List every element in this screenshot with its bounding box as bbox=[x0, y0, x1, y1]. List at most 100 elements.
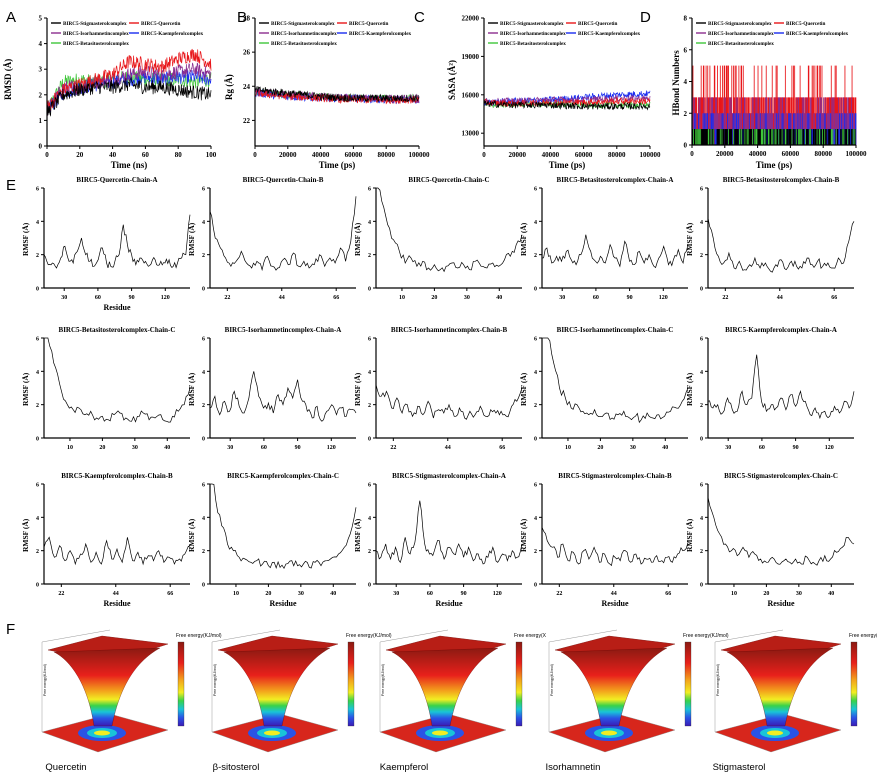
hbond-bar-BIRC5-Isorhamnetincomplex bbox=[778, 97, 780, 145]
y-tick-label: 26 bbox=[243, 49, 251, 57]
colorbar bbox=[347, 641, 355, 727]
hbond-bar-BIRC5-Betasitosterolcomplex bbox=[768, 129, 770, 145]
hbond-bar-BIRC5-Betasitosterolcomplex bbox=[746, 129, 748, 145]
hbond-bar-BIRC5-Kaempferolcomplex bbox=[841, 113, 843, 146]
hbond-bar-BIRC5-Stigmasterolcomplex bbox=[843, 129, 845, 145]
hbond-bar-BIRC5-Kaempferolcomplex bbox=[837, 129, 839, 145]
x-tick-label: 30 bbox=[393, 591, 399, 597]
hbond-bar-BIRC5-Stigmasterolcomplex bbox=[759, 129, 761, 145]
hbond-bar-BIRC5-Stigmasterolcomplex bbox=[766, 129, 768, 145]
hbond-bar-BIRC5-Stigmasterolcomplex bbox=[759, 129, 761, 145]
x-tick-label: 40 bbox=[496, 295, 502, 301]
subplot-title: BIRC5-Kaempferolcomplex-Chain-B bbox=[61, 472, 173, 480]
hbond-bar-BIRC5-Stigmasterolcomplex bbox=[724, 129, 726, 145]
hbond-bar-BIRC5-Stigmasterolcomplex bbox=[818, 129, 820, 145]
hbond-bar-BIRC5-Stigmasterolcomplex bbox=[696, 129, 698, 145]
hbond-bar-BIRC5-Kaempferolcomplex bbox=[742, 129, 744, 145]
hbond-bar-BIRC5-Quercetin bbox=[838, 97, 840, 145]
legend-label: BIRC5-Kaempferolcomplex bbox=[578, 31, 641, 37]
hbond-bar-BIRC5-Isorhamnetincomplex bbox=[724, 97, 726, 145]
y-tick-label: 4 bbox=[36, 516, 39, 522]
x-tick-label: 30 bbox=[132, 445, 138, 451]
x-tick-label: 40 bbox=[109, 151, 117, 159]
hbond-bar-BIRC5-Betasitosterolcomplex bbox=[778, 129, 780, 145]
hbond-bar-BIRC5-Stigmasterolcomplex bbox=[794, 129, 796, 145]
hbond-bar-BIRC5-Stigmasterolcomplex bbox=[758, 129, 759, 145]
y-tick-label: 28 bbox=[243, 15, 251, 23]
colorbar bbox=[850, 641, 858, 727]
y-tick-label: 2 bbox=[202, 253, 205, 259]
y-tick-label: 8 bbox=[684, 15, 688, 23]
hbond-bar-BIRC5-Kaempferolcomplex bbox=[846, 129, 848, 145]
subplot-title: BIRC5-Quercetin-Chain-B bbox=[243, 176, 324, 184]
hbond-bar-BIRC5-Quercetin bbox=[791, 65, 793, 145]
y-tick-label: 6 bbox=[368, 337, 371, 343]
hbond-bar-BIRC5-Stigmasterolcomplex bbox=[711, 129, 713, 145]
hbond-bar-BIRC5-Stigmasterolcomplex bbox=[730, 129, 732, 145]
series-line-BIRC5-Stigmasterolcomplex bbox=[254, 86, 420, 103]
hbond-bar-BIRC5-Isorhamnetincomplex bbox=[817, 97, 819, 145]
hbond-bar-BIRC5-Stigmasterolcomplex bbox=[712, 129, 714, 145]
y-tick-label: 4 bbox=[534, 370, 537, 376]
y-axis-title: RMSF (Å) bbox=[187, 222, 196, 256]
hbond-bar-BIRC5-Quercetin bbox=[783, 97, 785, 145]
hbond-bar-BIRC5-Quercetin bbox=[731, 65, 733, 145]
hbond-bar-BIRC5-Betasitosterolcomplex bbox=[747, 129, 749, 145]
hbond-bar-BIRC5-Stigmasterolcomplex bbox=[786, 129, 787, 145]
hbond-bar-BIRC5-Stigmasterolcomplex bbox=[705, 129, 707, 145]
hbond-bar-BIRC5-Stigmasterolcomplex bbox=[757, 129, 759, 145]
hbond-bar-BIRC5-Kaempferolcomplex bbox=[821, 129, 823, 145]
hbond-bar-BIRC5-Stigmasterolcomplex bbox=[717, 129, 719, 145]
hbond-bar-BIRC5-Stigmasterolcomplex bbox=[792, 129, 794, 145]
hbond-bar-BIRC5-Stigmasterolcomplex bbox=[748, 129, 750, 145]
fel-plot: Free energy(KJ/mol) Free energy(KJ/mol) St… bbox=[713, 629, 877, 773]
y-tick-label: 4 bbox=[534, 220, 537, 226]
hbond-bar-BIRC5-Stigmasterolcomplex bbox=[836, 129, 838, 145]
hbond-bar-BIRC5-Betasitosterolcomplex bbox=[818, 129, 820, 145]
x-tick-label: 30 bbox=[796, 591, 802, 597]
hbond-bar-BIRC5-Quercetin bbox=[710, 97, 711, 145]
hbond-bar-BIRC5-Stigmasterolcomplex bbox=[700, 129, 702, 145]
hbond-bar-BIRC5-Isorhamnetincomplex bbox=[833, 97, 835, 145]
z-axis-title: Free energy(KJ/mol) bbox=[43, 664, 47, 696]
hbond-bar-BIRC5-Stigmasterolcomplex bbox=[816, 129, 817, 145]
hbond-bar-BIRC5-Stigmasterolcomplex bbox=[854, 129, 856, 145]
rmsf-subplot: BIRC5-Isorhamnetincomplex-Chain-B 0 2 4 6 22 4… bbox=[353, 326, 523, 451]
hbond-bar-BIRC5-Quercetin bbox=[740, 65, 742, 145]
subplot-title: BIRC5-Isorhamnetincomplex-Chain-A bbox=[225, 326, 342, 334]
hbond-bar-BIRC5-Betasitosterolcomplex bbox=[761, 129, 763, 145]
rmsf-line bbox=[209, 196, 357, 272]
hbond-bar-BIRC5-Stigmasterolcomplex bbox=[698, 129, 700, 145]
colorbar-title: Free energy(X bbox=[514, 633, 547, 639]
legend-label: BIRC5-Isorhamnetincomplex bbox=[500, 31, 566, 37]
y-tick-label: 0 bbox=[39, 143, 43, 151]
hbond-bar-BIRC5-Stigmasterolcomplex bbox=[737, 129, 739, 145]
hbond-bar-BIRC5-Stigmasterolcomplex bbox=[853, 129, 855, 145]
z-axis-title: Free energy(KJ/mol) bbox=[550, 664, 554, 696]
hbond-bar-BIRC5-Quercetin bbox=[811, 97, 813, 145]
hbond-bar-BIRC5-Betasitosterolcomplex bbox=[707, 129, 709, 145]
hbond-bar-BIRC5-Quercetin bbox=[754, 97, 756, 145]
hbond-bar-BIRC5-Quercetin bbox=[773, 97, 775, 145]
fel-wall bbox=[548, 629, 618, 732]
hbond-bar-BIRC5-Kaempferolcomplex bbox=[727, 129, 729, 145]
x-tick-label: 30 bbox=[559, 295, 565, 301]
hbond-bar-BIRC5-Stigmasterolcomplex bbox=[789, 129, 791, 145]
hbond-bar-BIRC5-Stigmasterolcomplex bbox=[769, 129, 771, 145]
hbond-bar-BIRC5-Stigmasterolcomplex bbox=[784, 129, 786, 145]
hbond-bar-BIRC5-Quercetin bbox=[814, 65, 816, 145]
hbond-bar-BIRC5-Betasitosterolcomplex bbox=[754, 129, 756, 145]
hbond-bar-BIRC5-Kaempferolcomplex bbox=[819, 113, 821, 146]
hbond-bar-BIRC5-Stigmasterolcomplex bbox=[823, 129, 825, 145]
hbond-bar-BIRC5-Stigmasterolcomplex bbox=[770, 129, 772, 145]
y-axis-title: SASA (Å²) bbox=[447, 60, 457, 100]
subplot-title: BIRC5-Stigmasterolcomplex-Chain-C bbox=[724, 472, 838, 480]
hbond-bar-BIRC5-Isorhamnetincomplex bbox=[802, 97, 804, 145]
fel-floor-ring bbox=[94, 730, 110, 736]
hbond-bar-BIRC5-Isorhamnetincomplex bbox=[774, 97, 776, 145]
x-tick-label: 20000 bbox=[508, 151, 526, 159]
colorbar-title: Free energy(KJ/mol) bbox=[683, 633, 729, 639]
y-tick-label: 2 bbox=[700, 549, 703, 555]
x-tick-label: 0 bbox=[253, 151, 257, 159]
hbond-bar-BIRC5-Stigmasterolcomplex bbox=[813, 129, 815, 145]
